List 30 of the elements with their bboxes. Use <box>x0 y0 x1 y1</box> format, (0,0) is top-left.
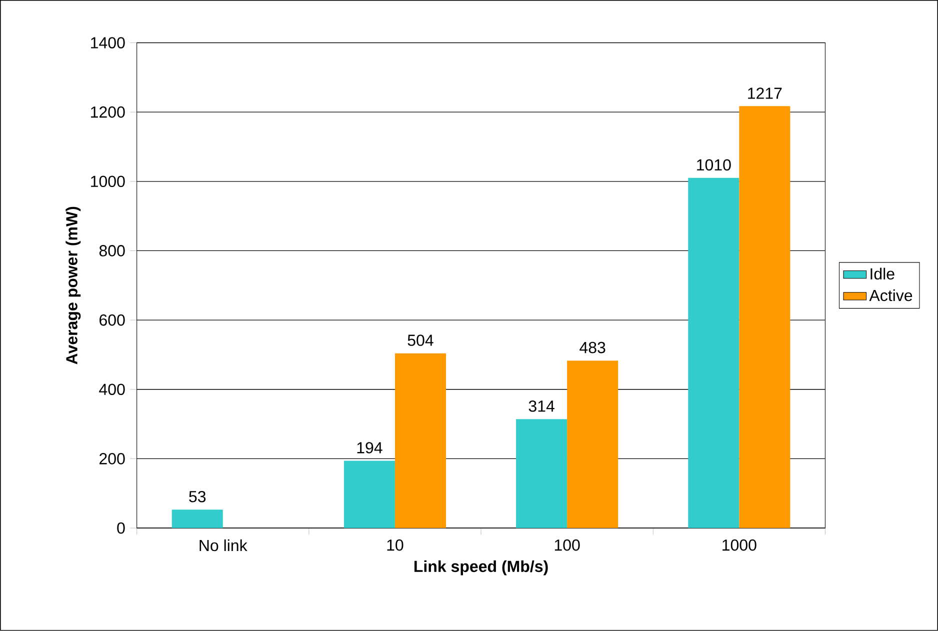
y-axis-title: Average power (mW) <box>66 206 81 364</box>
y-tick-label: 600 <box>100 314 125 326</box>
bar <box>344 460 395 528</box>
x-tick-label: No link <box>200 540 248 552</box>
data-label: 483 <box>580 342 606 354</box>
y-tick-label: 0 <box>117 522 125 534</box>
x-tick-label: 1000 <box>722 540 756 551</box>
bar <box>739 106 790 528</box>
bar <box>688 178 740 528</box>
x-tick-label: 100 <box>554 540 580 551</box>
bar <box>567 360 618 528</box>
legend-label: Active <box>869 289 912 302</box>
bar <box>394 353 446 528</box>
data-label: 1217 <box>748 88 782 99</box>
x-axis-title: Link speed (Mb/s) <box>414 560 548 576</box>
data-label: 314 <box>528 400 554 412</box>
y-tick-label: 1200 <box>91 106 125 118</box>
y-tick-label: 1000 <box>91 176 125 188</box>
y-tick-label: 200 <box>100 453 125 464</box>
data-label: 53 <box>189 491 206 502</box>
x-tick-label: 10 <box>387 540 404 551</box>
legend-label: Idle <box>870 268 894 280</box>
bar <box>516 419 568 528</box>
y-tick-label: 800 <box>99 245 125 256</box>
bar <box>172 510 223 528</box>
data-label: 194 <box>357 442 382 454</box>
data-label: 504 <box>408 334 434 346</box>
data-label: 1010 <box>697 159 731 171</box>
y-tick-label: 400 <box>99 384 125 396</box>
y-tick-label: 1400 <box>91 37 125 48</box>
